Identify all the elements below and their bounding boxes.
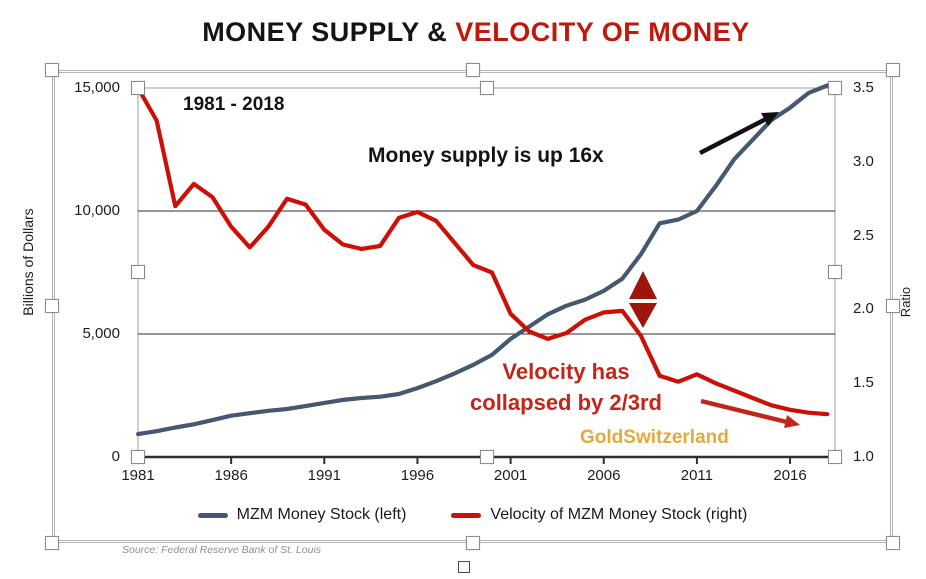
legend-label-velocity: Velocity of MZM Money Stock (right) <box>490 506 748 523</box>
velocity-annotation: Velocity has collapsed by 2/3rd <box>420 356 712 418</box>
period-annotation: 1981 - 2018 <box>183 94 285 115</box>
selection-handle[interactable] <box>45 536 59 550</box>
source-note: Source: Federal Reserve Bank of St. Loui… <box>122 544 322 556</box>
selection-handle[interactable] <box>131 81 145 95</box>
selection-handle[interactable] <box>886 536 900 550</box>
y-axis-left-tick-label: 10,000 <box>74 202 120 219</box>
selection-handle[interactable] <box>886 63 900 77</box>
y-axis-left-tick-label: 5,000 <box>82 325 120 342</box>
right-axis-title: Ratio <box>898 286 913 318</box>
chart-title: MONEY SUPPLY & VELOCITY OF MONEY <box>0 17 926 48</box>
velocity-arrowhead <box>784 415 800 428</box>
selection-handle[interactable] <box>45 299 59 313</box>
velocity-annotation-line2: collapsed by 2/3rd <box>470 390 662 416</box>
velocity-line-swatch <box>451 512 482 518</box>
selection-handle[interactable] <box>828 81 842 95</box>
x-axis-tick-label: 2016 <box>773 467 807 484</box>
x-axis-tick-label: 2001 <box>493 467 528 484</box>
x-axis-tick-label: 1981 <box>121 467 155 484</box>
x-axis-tick-label: 2006 <box>587 467 621 484</box>
y-axis-right-tick-label: 2.5 <box>853 226 874 244</box>
selection-handle[interactable] <box>131 450 145 464</box>
x-axis-tick-label: 1986 <box>214 467 248 484</box>
selection-handle[interactable] <box>45 63 59 77</box>
chart-title-red: VELOCITY OF MONEY <box>455 17 750 47</box>
y-axis-right-tick-label: 2.0 <box>853 300 874 318</box>
money-supply-annotation: Money supply is up 16x <box>368 144 604 167</box>
legend-item-velocity: Velocity of MZM Money Stock (right) <box>451 506 747 524</box>
selection-handle[interactable] <box>479 450 494 464</box>
x-axis-tick-label: 1991 <box>307 467 341 484</box>
rotate-handle[interactable] <box>458 561 470 573</box>
money-supply-arrow <box>698 116 768 156</box>
legend: MZM Money Stock (left) Velocity of MZM M… <box>52 506 893 524</box>
mzm-line-swatch <box>197 512 228 518</box>
x-axis-tick-label: 2011 <box>680 467 714 484</box>
y-axis-right-tick-label: 1.0 <box>853 448 874 465</box>
selection-handle[interactable] <box>828 265 842 279</box>
y-axis-right-tick-label: 3.5 <box>853 79 874 96</box>
x-axis-tick-label: 1996 <box>400 467 435 484</box>
selection-handle[interactable] <box>131 265 145 279</box>
gap-arrow-up <box>629 271 657 299</box>
selection-handle[interactable] <box>465 536 480 550</box>
y-axis-left-tick-label: 0 <box>111 448 120 465</box>
selection-handle[interactable] <box>465 63 480 77</box>
selection-handle[interactable] <box>479 81 494 95</box>
legend-label-mzm: MZM Money Stock (left) <box>236 506 407 523</box>
selection-handle[interactable] <box>886 299 900 313</box>
y-axis-right-tick-label: 1.5 <box>853 374 874 392</box>
brand-watermark: GoldSwitzerland <box>580 427 729 448</box>
gap-arrow-down <box>629 303 657 328</box>
legend-item-mzm: MZM Money Stock (left) <box>197 506 407 524</box>
money-supply-arrowhead <box>761 112 779 126</box>
mzm-money-stock-line <box>135 83 830 437</box>
velocity-annotation-line1: Velocity has <box>502 359 630 384</box>
velocity-line <box>135 85 830 417</box>
y-axis-left-tick-label: 15,000 <box>74 79 120 96</box>
chart-title-black: MONEY SUPPLY & <box>202 17 456 47</box>
selection-handle[interactable] <box>828 450 842 464</box>
velocity-arrow <box>700 398 788 425</box>
y-axis-right-tick-label: 3.0 <box>853 152 874 170</box>
